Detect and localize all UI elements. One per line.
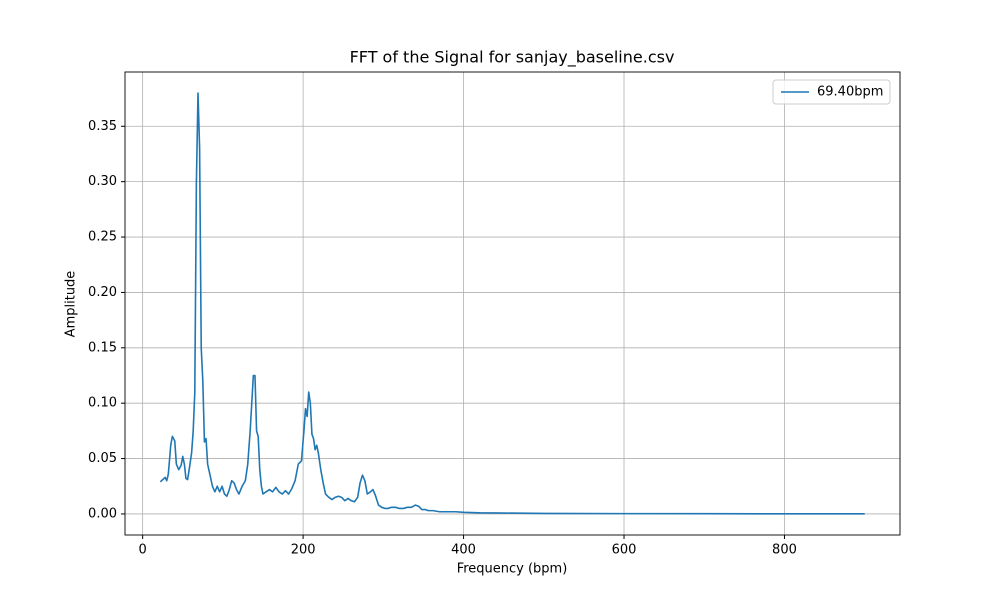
y-tick-label: 0.35 bbox=[88, 119, 117, 134]
x-tick-label: 600 bbox=[612, 543, 637, 558]
x-tick-label: 0 bbox=[139, 543, 147, 558]
x-tick-label: 800 bbox=[772, 543, 797, 558]
x-axis-label: Frequency (bpm) bbox=[457, 562, 568, 577]
y-tick-label: 0.05 bbox=[88, 451, 117, 466]
y-tick-label: 0.30 bbox=[88, 174, 117, 189]
y-tick-label: 0.20 bbox=[88, 285, 117, 300]
legend-box bbox=[772, 79, 891, 105]
y-tick-label: 0.00 bbox=[88, 506, 117, 521]
y-tick-label: 0.15 bbox=[88, 340, 117, 355]
x-tick-label: 400 bbox=[451, 543, 476, 558]
y-tick-label: 0.10 bbox=[88, 396, 117, 411]
x-tick-label: 200 bbox=[291, 543, 316, 558]
legend-label: 69.40bpm bbox=[817, 85, 883, 100]
y-axis-label: Amplitude bbox=[64, 271, 79, 338]
line-series bbox=[159, 92, 865, 515]
y-tick-label: 0.25 bbox=[88, 230, 117, 245]
plot-frame bbox=[124, 71, 901, 536]
chart-title: FFT of the Signal for sanjay_baseline.cs… bbox=[350, 48, 675, 68]
